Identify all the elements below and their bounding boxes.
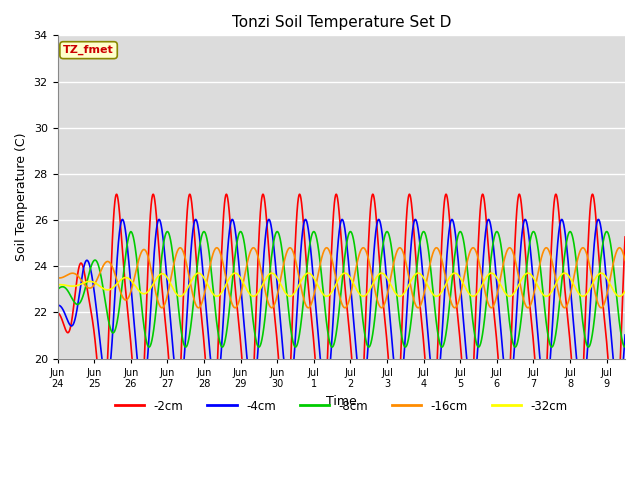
Y-axis label: Soil Temperature (C): Soil Temperature (C) — [15, 132, 28, 261]
X-axis label: Time: Time — [326, 395, 356, 408]
Text: TZ_fmet: TZ_fmet — [63, 45, 114, 55]
Title: Tonzi Soil Temperature Set D: Tonzi Soil Temperature Set D — [232, 15, 451, 30]
Legend: -2cm, -4cm, -8cm, -16cm, -32cm: -2cm, -4cm, -8cm, -16cm, -32cm — [110, 395, 572, 417]
